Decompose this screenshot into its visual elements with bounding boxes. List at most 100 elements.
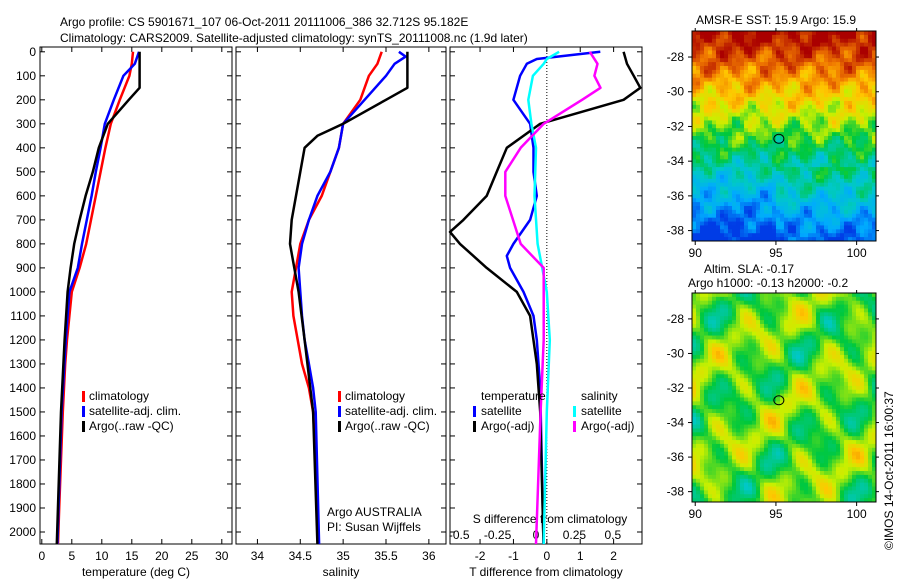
y-tick-label: 500 (16, 165, 36, 179)
map-cell (692, 225, 697, 230)
map-cell (832, 354, 837, 360)
map-cell (736, 213, 741, 219)
map-cell (864, 378, 869, 383)
map-cell (848, 385, 853, 391)
map-cell (852, 167, 857, 172)
map-cell (744, 85, 749, 90)
map-cell (716, 143, 721, 149)
map-cell (788, 104, 793, 110)
map-cell (812, 296, 817, 302)
x-tick-label: 35 (336, 549, 350, 563)
map-cell (700, 171, 705, 176)
map-cell (768, 304, 773, 309)
map-cell (744, 412, 749, 418)
map-cell (736, 374, 741, 379)
map-cell (808, 104, 813, 110)
map-cell (760, 136, 765, 141)
map-cell (808, 190, 813, 195)
map-cell (860, 366, 865, 371)
map-cell (760, 455, 765, 460)
map-cell (864, 209, 869, 215)
map-cell (796, 73, 801, 79)
map-cell (708, 69, 713, 75)
map-cell (800, 354, 805, 360)
map-cell (744, 296, 749, 302)
map-cell (704, 128, 709, 133)
map-cell (784, 343, 789, 348)
map-cell (824, 316, 829, 321)
map-cell (712, 478, 717, 484)
map-cell (832, 424, 837, 429)
map-cell (824, 171, 829, 176)
map-cell (736, 420, 741, 425)
map-cell (768, 132, 773, 137)
map-cell (860, 432, 865, 437)
map-cell (852, 221, 857, 226)
map-cell (800, 120, 805, 125)
map-cell (772, 147, 777, 152)
map-cell (768, 101, 773, 106)
map-cell (696, 147, 701, 152)
map-cell (732, 424, 737, 429)
map-cell (792, 85, 797, 90)
map-cell (712, 120, 717, 125)
map-cell (772, 293, 777, 298)
map-cell (792, 378, 797, 383)
map-cell (724, 432, 729, 437)
map-cell (840, 428, 845, 433)
map-cell (796, 93, 801, 98)
map-cell (840, 159, 845, 164)
map-cell (852, 428, 857, 433)
map-cell (732, 293, 737, 298)
map-cell (824, 229, 829, 234)
y-tick-label: 1900 (9, 501, 36, 515)
map-cell (804, 97, 809, 102)
map-cell (728, 331, 733, 336)
map-cell (752, 320, 757, 325)
map-cell (776, 312, 781, 317)
map-cell (724, 178, 729, 184)
map-cell (864, 151, 869, 156)
map-cell (744, 136, 749, 141)
map-cell (828, 159, 833, 164)
map-cell (732, 108, 737, 114)
map-cell (776, 120, 781, 125)
map-cell (836, 38, 841, 44)
map-cell (708, 202, 713, 207)
map-cell (872, 143, 877, 149)
map-cell (848, 182, 853, 187)
map-cell (784, 128, 789, 133)
map-cell (804, 471, 809, 476)
map-cell (780, 225, 785, 230)
map-cell (772, 139, 777, 145)
map-cell (748, 397, 753, 402)
map-cell (692, 112, 697, 117)
map-cell (836, 66, 841, 71)
map-cell (780, 405, 785, 410)
map-cell (708, 50, 713, 55)
map-cell (864, 89, 869, 94)
map-cell (796, 89, 801, 94)
map-cell (828, 31, 833, 36)
map-cell (756, 120, 761, 125)
map-cell (844, 167, 849, 172)
map-cell (696, 389, 701, 395)
map-cell (796, 351, 801, 356)
map-cell (724, 416, 729, 422)
map-cell (708, 385, 713, 391)
map-cell (868, 178, 873, 184)
map-cell (784, 151, 789, 156)
map-cell (864, 323, 869, 329)
map-cell (716, 335, 721, 340)
map-cell (784, 178, 789, 184)
map-cell (780, 101, 785, 106)
map-cell (792, 455, 797, 460)
map-cell (864, 178, 869, 184)
map-cell (840, 217, 845, 222)
map-cell (692, 300, 697, 306)
map-cell (704, 50, 709, 55)
map-cell (728, 233, 733, 238)
map-cell (728, 31, 733, 36)
map-cell (848, 163, 853, 168)
legend-swatch (573, 421, 576, 432)
